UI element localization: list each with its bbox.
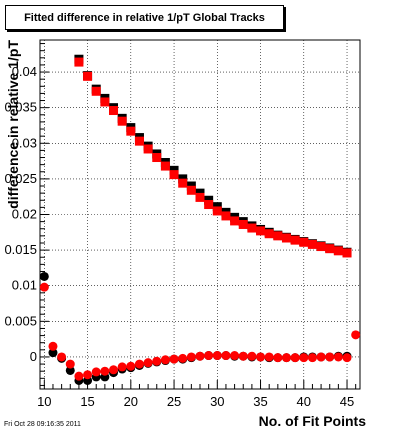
x-tick-label: 40	[297, 394, 311, 409]
timestamp-footer: Fri Oct 28 09:16:35 2011	[4, 421, 81, 428]
y-tick-label: 0.01	[12, 278, 37, 293]
y-tick-label: 0.03	[12, 135, 37, 150]
red-square-point	[74, 57, 84, 67]
red-square-point	[256, 226, 266, 236]
x-tick-label: 30	[210, 394, 224, 409]
red-square-point	[273, 231, 283, 241]
red-square-point	[152, 153, 162, 163]
red-circle-point	[195, 351, 205, 361]
red-square-point	[299, 237, 309, 247]
red-circle-point	[247, 351, 257, 361]
red-circle-point	[178, 353, 188, 363]
red-circle-point	[100, 366, 110, 376]
y-tick-label: 0.015	[4, 242, 37, 257]
red-circle-point	[143, 358, 153, 368]
red-circle-point	[212, 351, 222, 361]
red-square-point	[342, 248, 352, 258]
red-circle-point	[342, 353, 352, 363]
red-circle-point	[186, 352, 196, 362]
red-circle-point	[273, 353, 283, 363]
red-circle-point	[160, 355, 170, 365]
red-square-point	[143, 144, 153, 154]
red-circle-point	[65, 359, 75, 369]
x-tick-label: 10	[37, 394, 51, 409]
red-circle-point	[204, 351, 214, 361]
red-square-point	[186, 185, 196, 195]
red-circle-point	[307, 353, 317, 363]
red-square-point	[91, 86, 101, 96]
red-circle-point	[39, 282, 49, 292]
red-circle-point	[117, 362, 127, 372]
red-square-point	[160, 161, 170, 171]
red-circle-point	[169, 354, 179, 364]
y-tick-label: 0.02	[12, 207, 37, 222]
y-tick-label: 0.005	[4, 313, 37, 328]
red-square-point	[212, 206, 222, 216]
red-circle-point	[256, 352, 266, 362]
red-circle-point	[91, 367, 101, 377]
x-tick-label: 20	[124, 394, 138, 409]
red-square-point	[134, 136, 144, 146]
red-circle-point	[299, 353, 309, 363]
red-square-point	[247, 223, 257, 233]
red-circle-point	[351, 330, 361, 340]
red-circle-point	[57, 352, 67, 362]
x-tick-label: 15	[80, 394, 94, 409]
x-tick-label: 35	[253, 394, 267, 409]
red-square-point	[325, 244, 335, 254]
red-square-point	[238, 219, 248, 229]
red-circle-point	[152, 356, 162, 366]
red-square-point	[221, 211, 231, 221]
x-axis-label: No. of Fit Points	[259, 413, 367, 429]
red-circle-point	[221, 351, 231, 361]
red-square-point	[264, 229, 274, 239]
x-tick-label: 25	[167, 394, 181, 409]
red-square-point	[333, 246, 343, 256]
red-square-point	[126, 126, 136, 136]
red-circle-point	[316, 352, 326, 362]
red-square-point	[307, 239, 317, 249]
red-square-point	[316, 242, 326, 252]
black-circle-point	[48, 348, 58, 358]
red-square-point	[204, 200, 214, 210]
x-tick-label: 45	[340, 394, 354, 409]
red-circle-point	[134, 359, 144, 369]
y-tick-label: 0	[30, 349, 37, 364]
red-square-point	[230, 216, 240, 226]
red-circle-point	[74, 371, 84, 381]
red-square-point	[281, 233, 291, 243]
black-circle-point	[39, 271, 49, 281]
red-circle-point	[83, 370, 93, 380]
red-square-point	[169, 170, 179, 180]
red-circle-point	[48, 341, 58, 351]
red-square-point	[109, 106, 119, 116]
red-circle-point	[230, 351, 240, 361]
red-square-point	[178, 178, 188, 188]
y-tick-label: 0.035	[4, 100, 37, 115]
red-square-point	[117, 116, 127, 126]
y-axis-label: difference in relative 1/pT	[5, 40, 21, 209]
red-square-point	[290, 235, 300, 245]
black-circle-point	[65, 365, 75, 375]
red-square-point	[83, 71, 93, 81]
red-circle-point	[109, 365, 119, 375]
red-circle-point	[238, 351, 248, 361]
red-circle-point	[281, 353, 291, 363]
red-circle-point	[333, 352, 343, 362]
red-circle-point	[325, 352, 335, 362]
chart-title: Fitted difference in relative 1/pT Globa…	[5, 5, 284, 30]
red-circle-point	[126, 361, 136, 371]
red-circle-point	[264, 352, 274, 362]
y-tick-label: 0.04	[12, 64, 37, 79]
red-square-point	[195, 192, 205, 202]
red-square-point	[100, 97, 110, 107]
y-tick-label: 0.025	[4, 171, 37, 186]
red-circle-point	[290, 353, 300, 363]
